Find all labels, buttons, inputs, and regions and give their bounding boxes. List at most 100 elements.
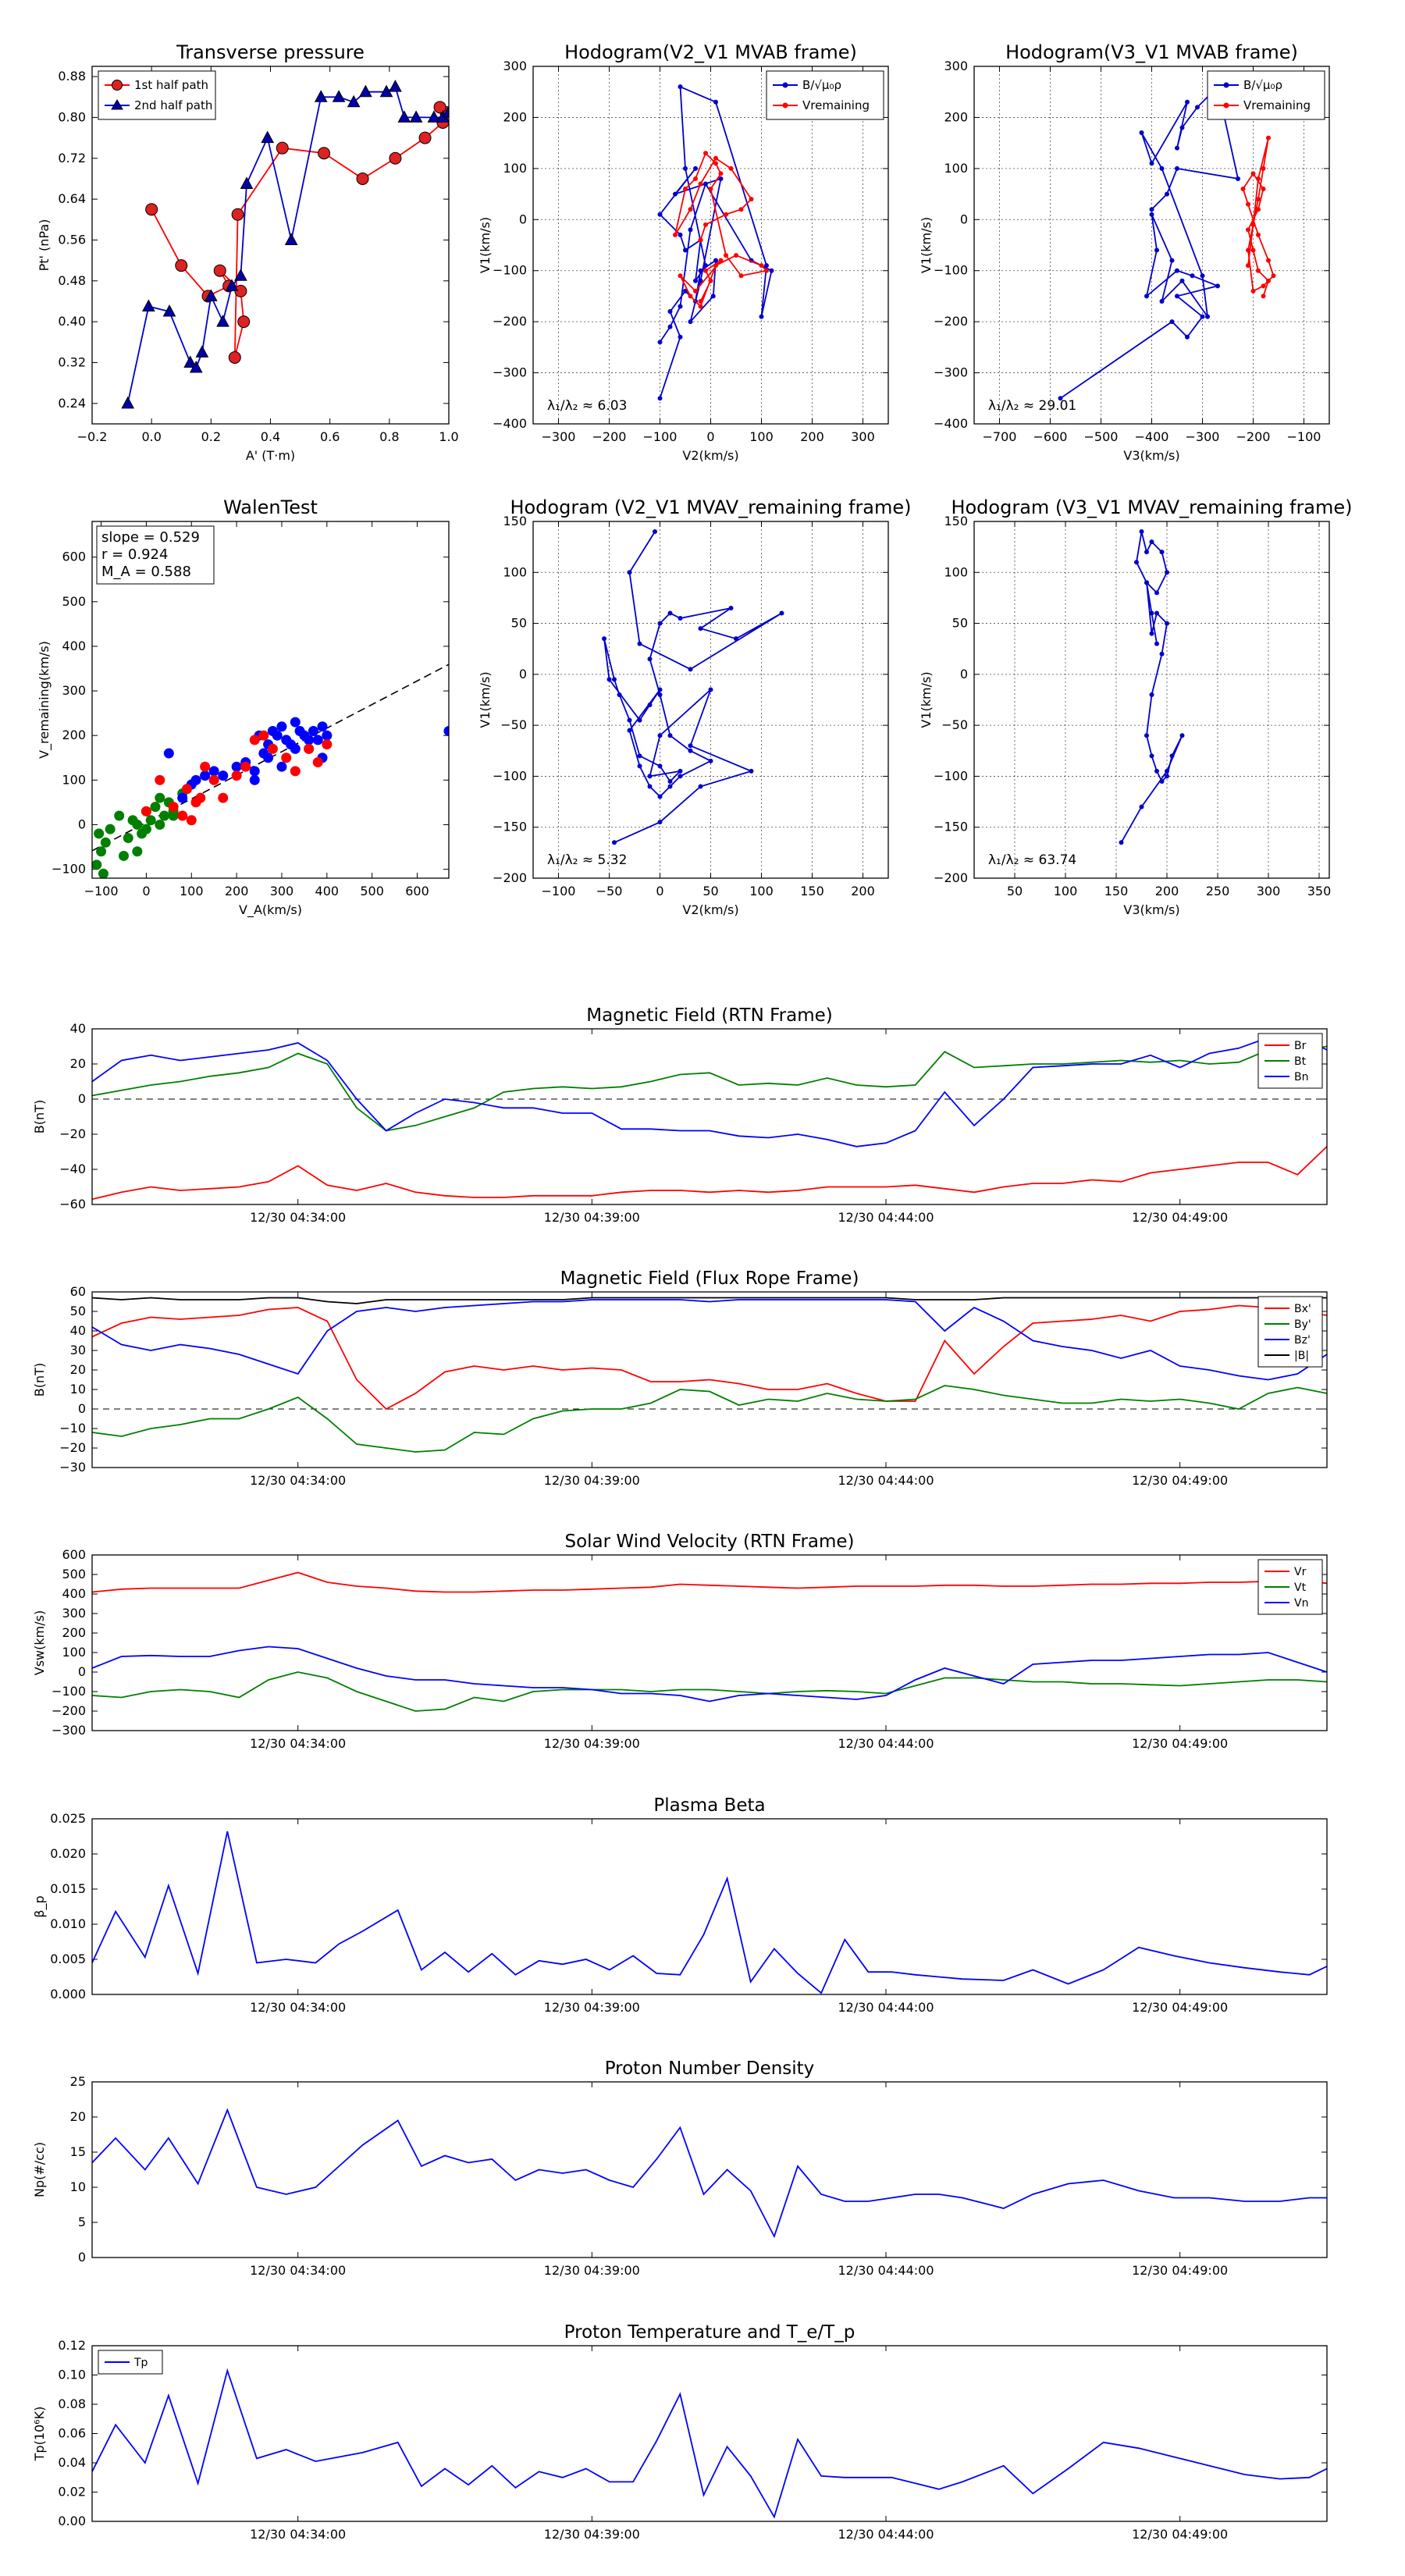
data-point xyxy=(657,794,663,799)
y-tick-label: 0.00 xyxy=(58,2514,86,2528)
data-point xyxy=(304,743,315,754)
hodogram-v3v1-mvab-frame xyxy=(973,66,1330,425)
data-point xyxy=(1169,319,1175,325)
data-point xyxy=(1256,207,1261,212)
x-tick-label: 0.0 xyxy=(141,429,161,444)
data-point xyxy=(1246,263,1250,269)
hodogram-v3v1-mvab-series-1 xyxy=(1240,135,1276,299)
y-tick-label: 150 xyxy=(944,514,968,528)
data-point xyxy=(1175,268,1179,273)
walen-test-title: WalenTest xyxy=(223,496,318,518)
data-point xyxy=(688,294,693,299)
x-tick-label: −100 xyxy=(1287,429,1321,444)
data-point xyxy=(272,730,283,741)
y-tick-label: 600 xyxy=(62,1547,86,1562)
y-tick-label: −40 xyxy=(59,1162,86,1176)
y-tick-label: −200 xyxy=(934,870,968,885)
x-tick-label: 12/30 04:44:00 xyxy=(838,2000,934,2015)
data-point xyxy=(1256,176,1261,181)
data-point xyxy=(175,259,188,272)
legend-marker xyxy=(782,82,788,88)
y-axis-label: Tp(10⁶K) xyxy=(32,2407,47,2462)
series-line-Vremaining xyxy=(1242,137,1275,297)
data-point xyxy=(769,268,774,273)
data-point xyxy=(678,273,683,279)
data-point xyxy=(1165,768,1169,774)
data-point xyxy=(678,304,683,309)
y-tick-label: −100 xyxy=(52,862,86,877)
y-tick-label: 0.000 xyxy=(50,1987,86,2001)
y-tick-label: 20 xyxy=(70,1056,86,1071)
data-point xyxy=(1144,550,1149,555)
data-point xyxy=(667,309,673,315)
x-tick-label: 12/30 04:49:00 xyxy=(1132,2263,1228,2278)
data-point xyxy=(442,105,449,118)
series-line-|B| xyxy=(92,1297,1327,1304)
eigenvalue-ratio-label: λ₁/λ₂ ≈ 29.01 xyxy=(988,398,1076,414)
data-point xyxy=(1266,278,1271,283)
data-point xyxy=(290,743,301,754)
hodogram-v3v1-mvab-chart: −700 −600 −500 −400 −300 −200 −100 −400 −300 −200… xyxy=(919,41,1330,463)
y-tick-label: −100 xyxy=(52,1684,86,1699)
data-point xyxy=(284,233,298,245)
x-tick-label: 0.8 xyxy=(379,429,399,444)
data-point xyxy=(359,84,372,98)
data-point xyxy=(728,165,734,171)
data-point xyxy=(647,774,653,779)
y-tick-label: 0.24 xyxy=(58,396,86,411)
legend-label: Bz' xyxy=(1294,1334,1311,1347)
series-line-2nd half path xyxy=(126,85,449,404)
data-point xyxy=(683,165,688,171)
data-point xyxy=(738,207,744,212)
x-tick-label: 0.4 xyxy=(261,429,280,444)
y-tick-label: 60 xyxy=(70,1284,86,1299)
proton-number-density-frame xyxy=(91,2081,1328,2258)
x-tick-label: 12/30 04:39:00 xyxy=(544,1736,640,1751)
plasma-beta-ticks: 12/30 04:34:00 12/30 04:39:00 12/30 04:44:… xyxy=(50,1811,1327,2015)
hodogram-v2v1-mvab-frame xyxy=(532,66,889,425)
data-point xyxy=(1144,733,1149,738)
hodogram-v3v1-mvav-title: Hodogram (V3_V1 MVAV_remaining frame) xyxy=(951,496,1352,518)
data-point xyxy=(759,314,764,319)
x-tick-label: 0.6 xyxy=(320,429,340,444)
y-axis-label: Np(#/cc) xyxy=(32,2142,47,2197)
data-point xyxy=(683,187,688,192)
data-point xyxy=(240,176,254,189)
y-tick-label: −30 xyxy=(59,1460,86,1475)
data-point xyxy=(749,197,754,202)
data-point xyxy=(177,792,188,803)
data-point xyxy=(389,151,402,165)
data-point xyxy=(678,334,683,340)
data-point xyxy=(1215,283,1220,289)
data-point xyxy=(267,743,278,754)
y-tick-label: 0.56 xyxy=(58,232,86,247)
y-tick-label: 0.015 xyxy=(50,1881,86,1896)
data-point xyxy=(688,667,693,672)
data-point xyxy=(1159,550,1165,555)
x-tick-label: −400 xyxy=(1135,429,1169,444)
data-point xyxy=(657,621,663,626)
data-point xyxy=(1169,258,1175,263)
x-tick-label: 1.0 xyxy=(439,429,458,444)
data-point xyxy=(764,268,769,273)
data-point xyxy=(713,263,718,269)
data-point xyxy=(1149,207,1154,212)
legend-label: Vt xyxy=(1294,1582,1307,1594)
series-line-beta xyxy=(92,1831,1327,1994)
y-tick-label: −150 xyxy=(493,820,527,834)
x-tick-label: 100 xyxy=(749,429,774,444)
data-point xyxy=(1185,99,1190,105)
data-point xyxy=(1261,283,1266,289)
y-tick-label: 100 xyxy=(503,564,527,579)
data-point xyxy=(94,828,105,839)
data-point xyxy=(698,298,703,304)
data-point xyxy=(1149,753,1154,759)
data-point xyxy=(132,846,143,857)
y-tick-label: −20 xyxy=(59,1126,86,1141)
series-line-Vn xyxy=(92,1646,1327,1703)
series-line-Tp xyxy=(92,2368,1327,2519)
data-point xyxy=(123,833,133,844)
data-point xyxy=(132,819,143,830)
y-tick-label: 0.80 xyxy=(58,109,86,124)
